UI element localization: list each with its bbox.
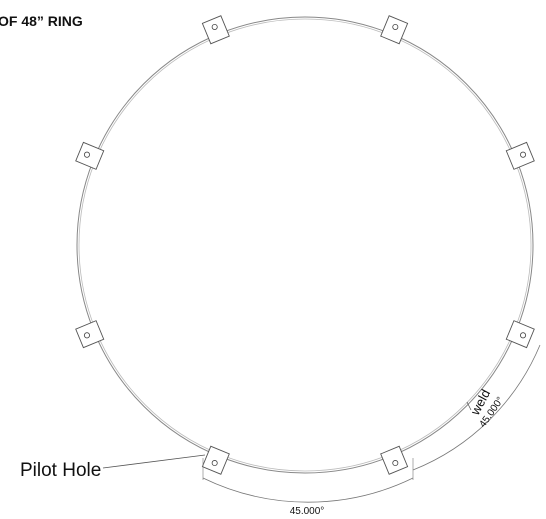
tab-plate bbox=[75, 320, 105, 349]
callout: Pilot Hole bbox=[20, 460, 101, 481]
ring-outer bbox=[76, 16, 534, 474]
tabs bbox=[75, 15, 535, 475]
tab-plate bbox=[505, 141, 535, 170]
tab bbox=[75, 320, 105, 349]
pilot-hole bbox=[392, 460, 399, 467]
dimension-mask bbox=[283, 503, 333, 517]
weld-mark bbox=[466, 401, 472, 411]
tab-plate bbox=[380, 15, 409, 45]
tab bbox=[75, 141, 105, 170]
tab bbox=[505, 320, 535, 349]
tab bbox=[201, 445, 230, 475]
tab bbox=[201, 15, 230, 45]
dimension-arc-bottom bbox=[202, 477, 414, 503]
title: OF 48” RING bbox=[0, 13, 83, 29]
dimension-bottom: 45.000° bbox=[290, 506, 325, 517]
pilot-hole bbox=[520, 151, 527, 158]
tab bbox=[505, 141, 535, 170]
pilot-hole bbox=[520, 332, 527, 339]
tab-plate bbox=[380, 445, 409, 475]
dimension-arc-right bbox=[412, 344, 541, 471]
pilot-hole bbox=[392, 23, 399, 30]
tab bbox=[380, 445, 409, 475]
pilot-hole bbox=[211, 460, 218, 467]
pilot-hole bbox=[83, 332, 90, 339]
pilot-hole bbox=[83, 151, 90, 158]
tab-plate bbox=[75, 141, 105, 170]
tab-plate bbox=[201, 445, 230, 475]
tab-plate bbox=[201, 15, 230, 45]
pilot-hole bbox=[211, 23, 218, 30]
tab bbox=[380, 15, 409, 45]
leader-line bbox=[102, 454, 206, 469]
ring-inner bbox=[78, 18, 532, 472]
tab-plate bbox=[505, 320, 535, 349]
